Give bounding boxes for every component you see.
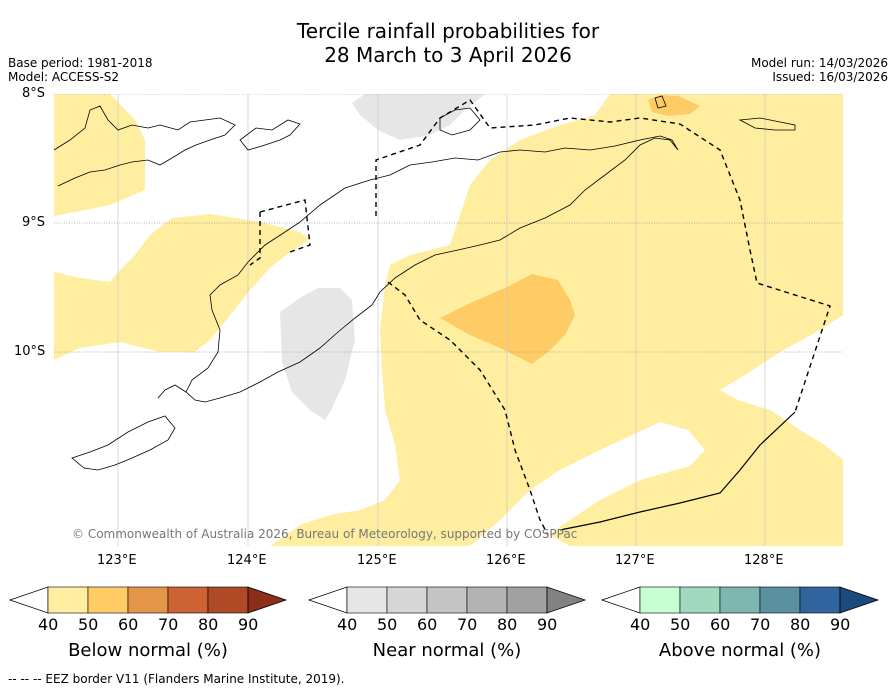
- above-colorbar-segment-5: [799, 586, 841, 614]
- near-tick-60: 60: [417, 615, 438, 634]
- title-line-1: Tercile rainfall probabilities for: [296, 19, 600, 43]
- near-colorbar-segment-4: [466, 586, 508, 614]
- eez-border: [249, 99, 831, 536]
- above-colorbar-low-extend: [600, 586, 641, 614]
- lat-label-8s: 8°S: [22, 86, 46, 101]
- copyright-notice: © Commonwealth of Australia 2026, Bureau…: [72, 527, 578, 541]
- above-colorbar-segment-2: [679, 586, 721, 614]
- title-line-2: 28 March to 3 April 2026: [324, 43, 572, 67]
- below-tick-90: 90: [238, 615, 259, 634]
- meridians: [117, 94, 766, 546]
- above-colorbar-segment-4: [759, 586, 801, 614]
- coastline-babar: [738, 117, 796, 131]
- above-tick-80: 80: [790, 615, 811, 634]
- below-normal-60-area-north: [648, 95, 700, 116]
- near-colorbar-low-extend: [307, 586, 348, 614]
- coastlines: [54, 95, 796, 471]
- near-tick-70: 70: [457, 615, 478, 634]
- below-colorbar-segment-3: [127, 586, 169, 614]
- above-tick-70: 70: [750, 615, 771, 634]
- above-tick-40: 40: [630, 615, 651, 634]
- below-colorbar-segment-5: [207, 586, 249, 614]
- near-tick-90: 90: [537, 615, 558, 634]
- above-colorbar-segment-3: [719, 586, 761, 614]
- below-colorbar-segment-2: [87, 586, 129, 614]
- lon-label-124e: 124°E: [227, 553, 267, 568]
- below-tick-60: 60: [118, 615, 139, 634]
- lon-label-128e: 128°E: [744, 553, 784, 568]
- near-tick-50: 50: [377, 615, 398, 634]
- near-colorbar-segment-5: [506, 586, 548, 614]
- model-name: Model: ACCESS-S2: [8, 70, 120, 84]
- above-colorbar-high-extend: [839, 586, 880, 614]
- below-normal-60-area-central: [440, 274, 575, 364]
- below-tick-70: 70: [158, 615, 179, 634]
- lon-label-127e: 127°E: [615, 553, 655, 568]
- below-tick-80: 80: [198, 615, 219, 634]
- below-tick-50: 50: [78, 615, 99, 634]
- lat-label-9s: 9°S: [22, 215, 46, 230]
- coastline-sumba: [71, 415, 176, 471]
- below-colorbar-segment-4: [167, 586, 209, 614]
- above-colorbar-segment-1: [639, 586, 681, 614]
- colorbars: [8, 586, 880, 614]
- above-tick-60: 60: [710, 615, 731, 634]
- near-tick-80: 80: [497, 615, 518, 634]
- below-colorbar-high-extend: [247, 586, 288, 614]
- near-colorbar-high-extend: [546, 586, 587, 614]
- below-tick-40: 40: [38, 615, 59, 634]
- near-colorbar-segment-1: [346, 586, 388, 614]
- near-normal-40-area-north: [352, 94, 485, 140]
- below-colorbar-low-extend: [8, 586, 49, 614]
- lat-label-10s: 10°S: [14, 344, 46, 359]
- eez-border-north: [375, 99, 831, 413]
- model-run: Model run: 14/03/2026: [750, 56, 888, 70]
- above-tick-50: 50: [670, 615, 691, 634]
- near-tick-40: 40: [337, 615, 358, 634]
- above-tick-90: 90: [830, 615, 851, 634]
- base-period: Base period: 1981-2018: [8, 56, 153, 70]
- below-normal-title: Below normal (%): [68, 640, 228, 661]
- below-normal-50-area-west: [54, 94, 145, 216]
- below-colorbar-segment-1: [47, 586, 89, 614]
- lon-label-125e: 125°E: [357, 553, 397, 568]
- eez-border-north-west: [249, 199, 311, 266]
- near-colorbar-segment-3: [426, 586, 468, 614]
- near-normal-title: Near normal (%): [372, 640, 522, 661]
- near-normal-40-area-south: [280, 288, 355, 420]
- coastline-island-small: [654, 95, 667, 109]
- above-normal-title: Above normal (%): [658, 640, 822, 661]
- issued-date: Issued: 16/03/2026: [772, 70, 888, 84]
- coastline-timor: [157, 135, 679, 403]
- graticule: [54, 94, 843, 353]
- lon-label-123e: 123°E: [97, 553, 137, 568]
- coastline-flores: [54, 105, 236, 187]
- lon-label-126e: 126°E: [486, 553, 526, 568]
- map-panel: [54, 94, 843, 546]
- eez-border-solid: [559, 411, 796, 531]
- coastline-alor: [239, 119, 301, 151]
- eez-footnote: -- -- -- EEZ border V11 (Flanders Marine…: [8, 672, 345, 686]
- coastline-wetar: [439, 107, 481, 136]
- near-colorbar-segment-2: [386, 586, 428, 614]
